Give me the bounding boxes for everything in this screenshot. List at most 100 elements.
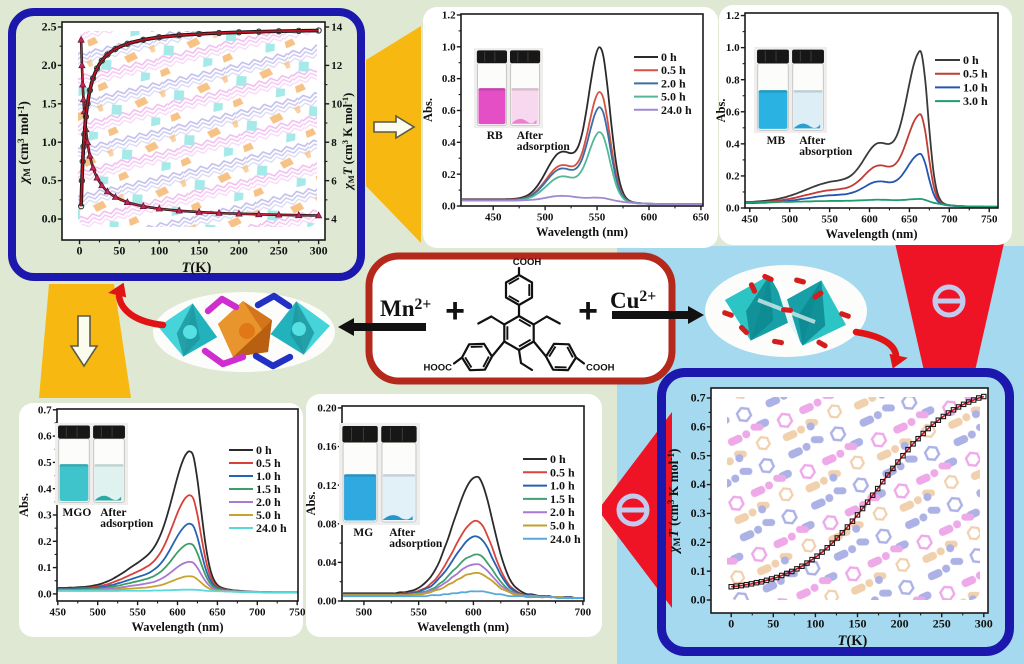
y-tick-label: 0.0 [691,593,706,607]
legend-label-1.0 h: 1.0 h [550,479,575,493]
legend-label-0.5 h: 0.5 h [550,465,575,479]
marker-square [910,441,916,447]
marker-triangle [175,206,183,214]
marker-circle [89,75,97,82]
x-tick-label: 300 [310,243,328,257]
liquid-surface [382,474,415,477]
y-tick-label: 1.5 [42,96,57,110]
after-label-1: After [517,130,543,142]
vial-liquid [478,88,506,125]
series-fit-line-chiMT [80,29,319,207]
red-rod [748,282,758,294]
liquid-surface [478,88,506,91]
after-label-1: After [799,135,825,147]
vial-cap [93,425,125,439]
legend-label-0.5 h: 0.5 h [963,67,988,81]
y-tick-label: 0.0 [442,201,456,213]
marker-triangle [111,192,120,200]
marker-square [733,583,740,589]
right-tick-label: 14 [331,22,343,34]
y-tick-label: 0.2 [38,536,52,548]
red-rod [816,339,828,349]
marker-triangle [123,198,132,205]
x-tick-label: 300 [975,616,993,630]
marker-square [874,485,881,492]
marker-square [728,583,734,590]
y-tick-label: 0.2 [442,169,456,181]
vial-photo-inset [55,423,128,505]
y-tick-label: 0.7 [38,404,52,416]
white-arrow-down-icon [69,315,99,368]
vial-residue [511,118,537,124]
y-tick-label: 0.7 [691,391,706,405]
y-tick-label: 0.16 [317,441,337,453]
vial-photo-inset [754,47,827,133]
y-tick-label: 0.5 [38,457,52,469]
marker-square [829,540,835,546]
y-tick-label: 1.0 [726,42,740,54]
marker-circle [93,65,101,72]
x-tick-label: 200 [891,616,909,630]
marker-square [925,425,931,432]
x-axis-title: Wavelength (nm) [417,620,509,634]
marker-square [758,579,765,585]
plot-frame [61,21,326,241]
x-tick-label: 100 [806,616,824,630]
marker-square [753,579,760,586]
right-tick-label: 4 [331,214,337,226]
red-rod [839,311,851,319]
marker-circle [315,27,322,34]
y-tick-label: 0.5 [691,448,706,462]
magenta-stick-top [204,295,240,315]
y-axis-title: χM (cm3 mol-1) [16,101,32,185]
marker-triangle [275,210,283,218]
mn-magnetism-chart: 0 50 100 150 200 250 300 0.0 0.5 1.0 1.5 2.0 2.5 4 6 8 1… [16,20,356,276]
marker-triangle [93,173,101,181]
legend-label-0 h: 0 h [661,50,677,64]
x-axis-title: Wavelength (nm) [536,225,628,239]
marker-square [814,553,820,559]
x-tick-label: 450 [50,606,67,618]
legend-label-2.0 h: 2.0 h [550,505,575,519]
marker-square [784,570,790,577]
after-label-2: adsorption [100,518,154,530]
legend-label-24.0 h: 24.0 h [256,521,287,535]
marker-square [895,459,901,465]
y-tick-label: 0.0 [38,588,52,600]
y-tick-label: 0.4 [442,137,456,149]
x-tick-label: 550 [589,211,606,223]
series-3.0 h [745,198,998,208]
marker-circle [275,28,282,35]
x-tick-label: 550 [129,606,146,618]
y-tick-label: 1.0 [42,135,57,149]
x-axis-title: Wavelength (nm) [131,620,223,634]
marker-triangle [86,151,94,159]
marker-square [738,582,745,589]
vial-liquid [511,88,539,125]
y-tick-label: 0.6 [726,106,740,118]
series-24.0 h [57,588,298,594]
x-tick-label: 500 [356,606,373,618]
after-label-2: absorption [799,146,853,158]
marker-triangle [103,187,112,195]
marker-circle [78,177,86,184]
x-tick-label: 700 [941,213,958,225]
right-tick-label: 6 [331,175,337,187]
marker-triangle [83,138,92,145]
marker-circle [124,40,131,47]
vial-liquid [344,474,377,521]
y-tick-label: 0.5 [42,173,57,187]
legend-label-24.0 h: 24.0 h [550,532,581,546]
red-rod [772,338,784,346]
marker-square [789,568,795,575]
vial-cap [342,426,378,443]
x-tick-label: 0 [728,616,734,630]
crystal-structure-art [727,397,980,600]
vial-residue [382,515,413,520]
legend-label-5.0 h: 5.0 h [256,508,281,522]
marker-square [849,518,856,524]
x-tick-label: 500 [537,211,554,223]
marker-circle [295,27,302,35]
marker-triangle [79,80,87,88]
marker-circle [77,203,85,210]
